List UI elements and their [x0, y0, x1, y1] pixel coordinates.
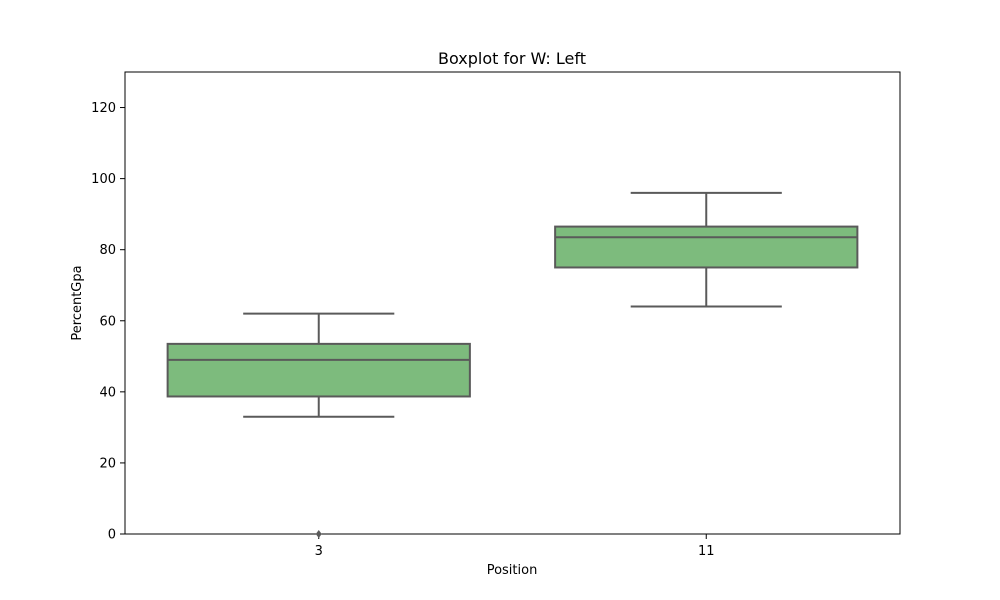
plot-area	[124, 71, 901, 535]
y-tick-label: 60	[99, 314, 116, 329]
y-tick-label: 0	[108, 528, 116, 543]
x-tick-label: 11	[698, 544, 715, 559]
y-tick-label: 80	[99, 243, 116, 258]
y-axis: 0 20 40 60 80 100 120	[91, 101, 125, 543]
y-tick-label: 100	[91, 172, 116, 187]
outlier-point	[315, 530, 322, 538]
iqr-box	[554, 225, 859, 269]
box-11	[554, 191, 859, 308]
y-tick-label: 40	[99, 385, 116, 400]
x-tick-label: 3	[315, 544, 323, 559]
x-axis: 3 11	[315, 534, 715, 559]
x-axis-label: Position	[487, 563, 538, 578]
chart-title: Boxplot for W: Left	[438, 49, 586, 68]
box-3	[166, 312, 471, 538]
y-tick-label: 120	[91, 101, 116, 116]
y-axis-label: PercentGpa	[70, 265, 85, 340]
boxes	[166, 191, 859, 538]
iqr-box	[166, 342, 471, 398]
y-tick-label: 20	[99, 456, 116, 471]
